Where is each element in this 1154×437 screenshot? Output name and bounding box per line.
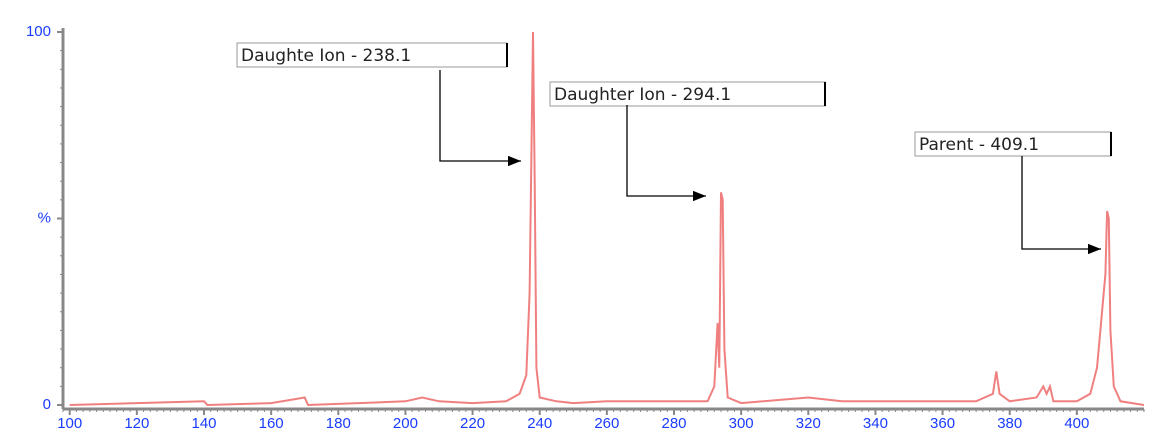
x-tick-label: 120 [124,415,149,432]
spectrum-line [69,31,1145,407]
annotation-arrow [439,70,521,167]
x-tick-label: 360 [930,415,955,432]
annotation-arrow [626,105,706,202]
x-tick-label: 180 [326,415,351,432]
x-tick-label: 280 [661,415,686,432]
y-tick-label: 0 [43,396,51,413]
annotation-box [549,81,826,107]
annotation-arrow [1021,156,1101,255]
annotation-label: Daughter Ion - 294.1 [554,85,731,105]
x-tick-label: 340 [863,415,888,432]
x-tick-label: 300 [729,415,754,432]
x-tick-label: 240 [527,415,552,432]
annotation-box [236,42,508,68]
x-tick-label: 200 [393,415,418,432]
y-tick-label: % [38,209,51,226]
x-tick-label: 320 [796,415,821,432]
x-tick-label: 400 [1064,415,1089,432]
x-tick-label: 100 [57,415,82,432]
annotation-label: Daughte Ion - 238.1 [241,46,411,66]
x-tick-label: 380 [997,415,1022,432]
annotation-label: Parent - 409.1 [919,135,1039,155]
y-tick-label: 100 [26,23,51,40]
x-tick-label: 160 [259,415,284,432]
x-tick-label: 220 [460,415,485,432]
x-tick-label: 260 [594,415,619,432]
x-tick-label: 140 [191,415,216,432]
annotation-box [914,131,1112,157]
